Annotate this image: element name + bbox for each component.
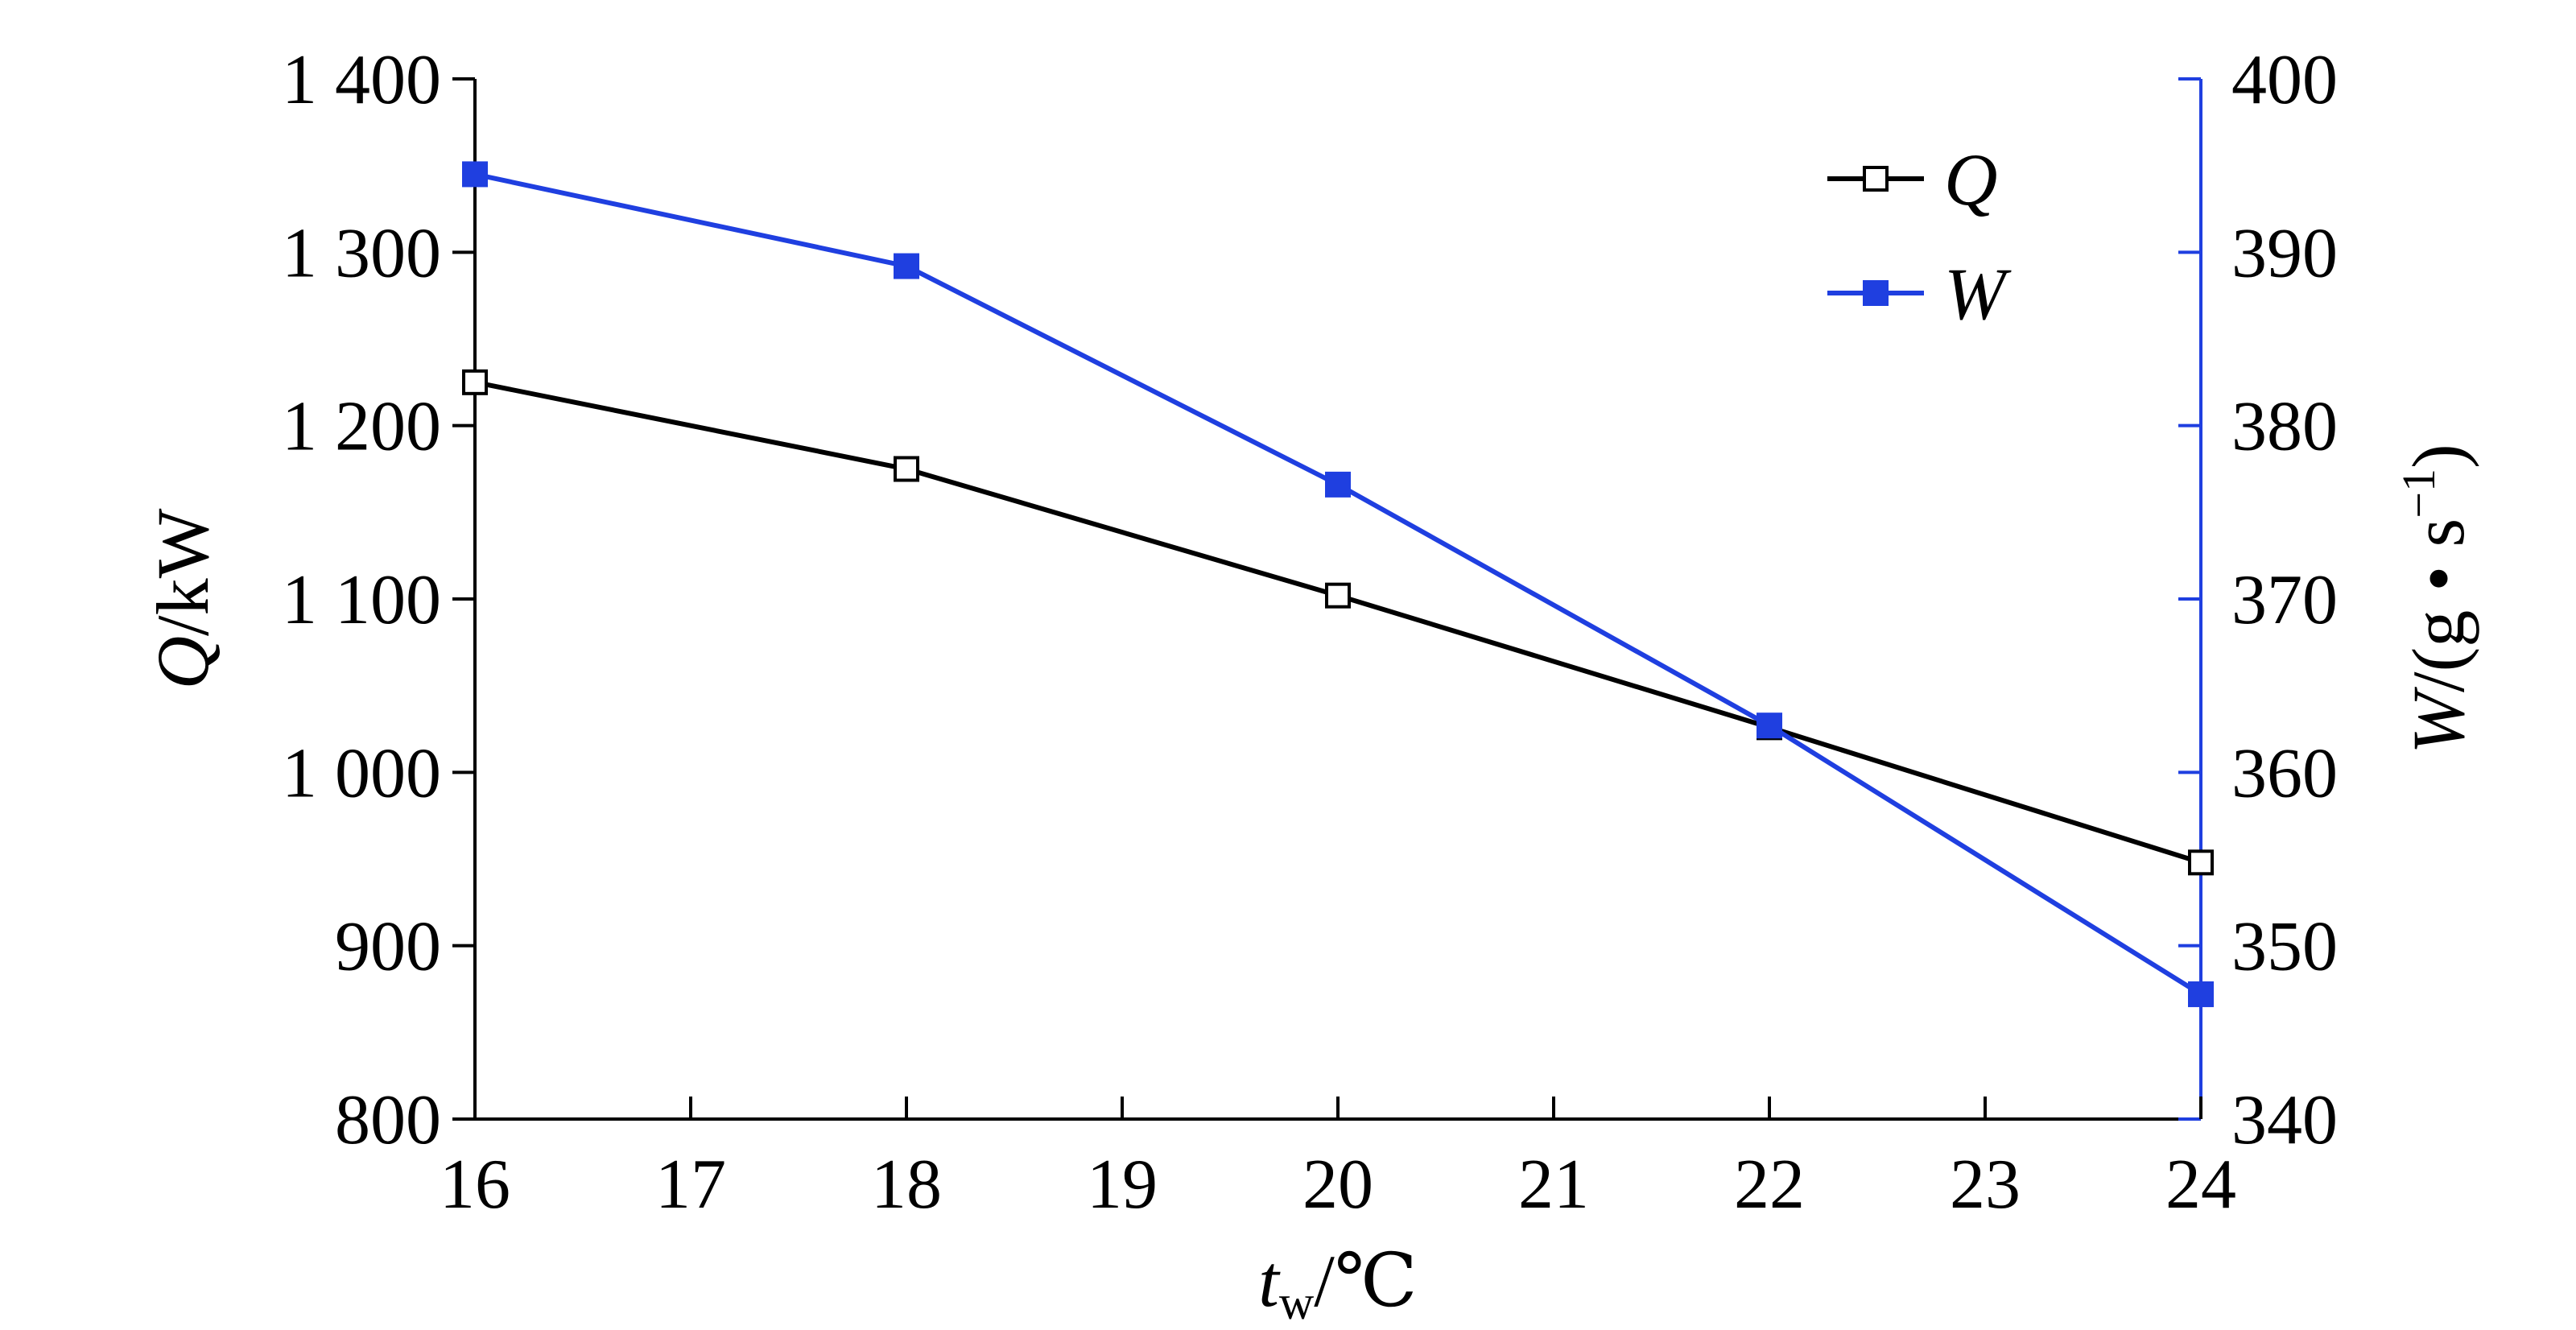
right-y-tick-label: 360 <box>2231 734 2338 812</box>
point-W <box>2188 981 2214 1007</box>
legend: QW <box>1827 138 2012 335</box>
left-y-tick-label: 1 300 <box>282 214 441 292</box>
x-tick-label: 16 <box>440 1146 510 1224</box>
x-tick-label: 22 <box>1734 1146 1805 1224</box>
right-y-tick-label: 400 <box>2231 41 2338 119</box>
axis-labels: tw/℃ Q/kW W/(g • s−1) <box>142 444 2479 1329</box>
point-W <box>462 161 488 188</box>
left-y-axis-label-group: Q/kW <box>142 508 224 689</box>
point-Q <box>1325 582 1351 609</box>
legend-marker-W <box>1863 280 1889 306</box>
left-y-tick-label: 800 <box>335 1081 441 1159</box>
right-y-axis-label: W/(g • s−1) <box>2392 444 2479 754</box>
x-tick-label: 20 <box>1302 1146 1373 1224</box>
x-axis-label: tw/℃ <box>1258 1240 1417 1329</box>
legend-label-Q: Q <box>1944 138 1997 221</box>
left-y-tick-label: 1 000 <box>282 734 441 812</box>
point-Q <box>894 456 919 482</box>
x-tick-label: 17 <box>655 1146 726 1224</box>
right-y-tick-label: 340 <box>2231 1081 2338 1159</box>
x-tick-label: 24 <box>2165 1146 2236 1224</box>
point-W <box>894 253 919 279</box>
right-y-tick-label: 390 <box>2231 214 2338 292</box>
point-Q <box>2188 849 2214 876</box>
series-line-Q <box>474 379 2202 865</box>
left-y-tick-label: 1 400 <box>282 41 441 119</box>
point-Q <box>462 369 488 395</box>
left-y-tick-label: 1 100 <box>282 561 441 639</box>
x-tick-label: 21 <box>1518 1146 1589 1224</box>
right-y-tick-label: 370 <box>2231 561 2338 639</box>
right-y-tick-label: 380 <box>2231 388 2338 466</box>
right-y-axis-label-group: W/(g • s−1) <box>2392 444 2479 754</box>
legend-label-W: W <box>1944 253 2012 335</box>
left-y-axis-label: Q/kW <box>142 508 224 689</box>
point-W <box>1757 712 1782 739</box>
axes: 800 900 1 000 1 100 1 200 1 300 1 400 340 350 360… <box>282 41 2338 1224</box>
x-tick-label: 18 <box>871 1146 942 1224</box>
left-y-tick-label: 1 200 <box>282 388 441 466</box>
legend-marker-Q <box>1863 166 1889 192</box>
point-W <box>1325 471 1351 498</box>
right-y-tick-label: 350 <box>2231 908 2338 986</box>
x-tick-label: 19 <box>1087 1146 1158 1224</box>
left-y-tick-label: 900 <box>335 908 441 986</box>
series-layer <box>462 161 2214 1007</box>
x-tick-label: 23 <box>1950 1146 2021 1224</box>
